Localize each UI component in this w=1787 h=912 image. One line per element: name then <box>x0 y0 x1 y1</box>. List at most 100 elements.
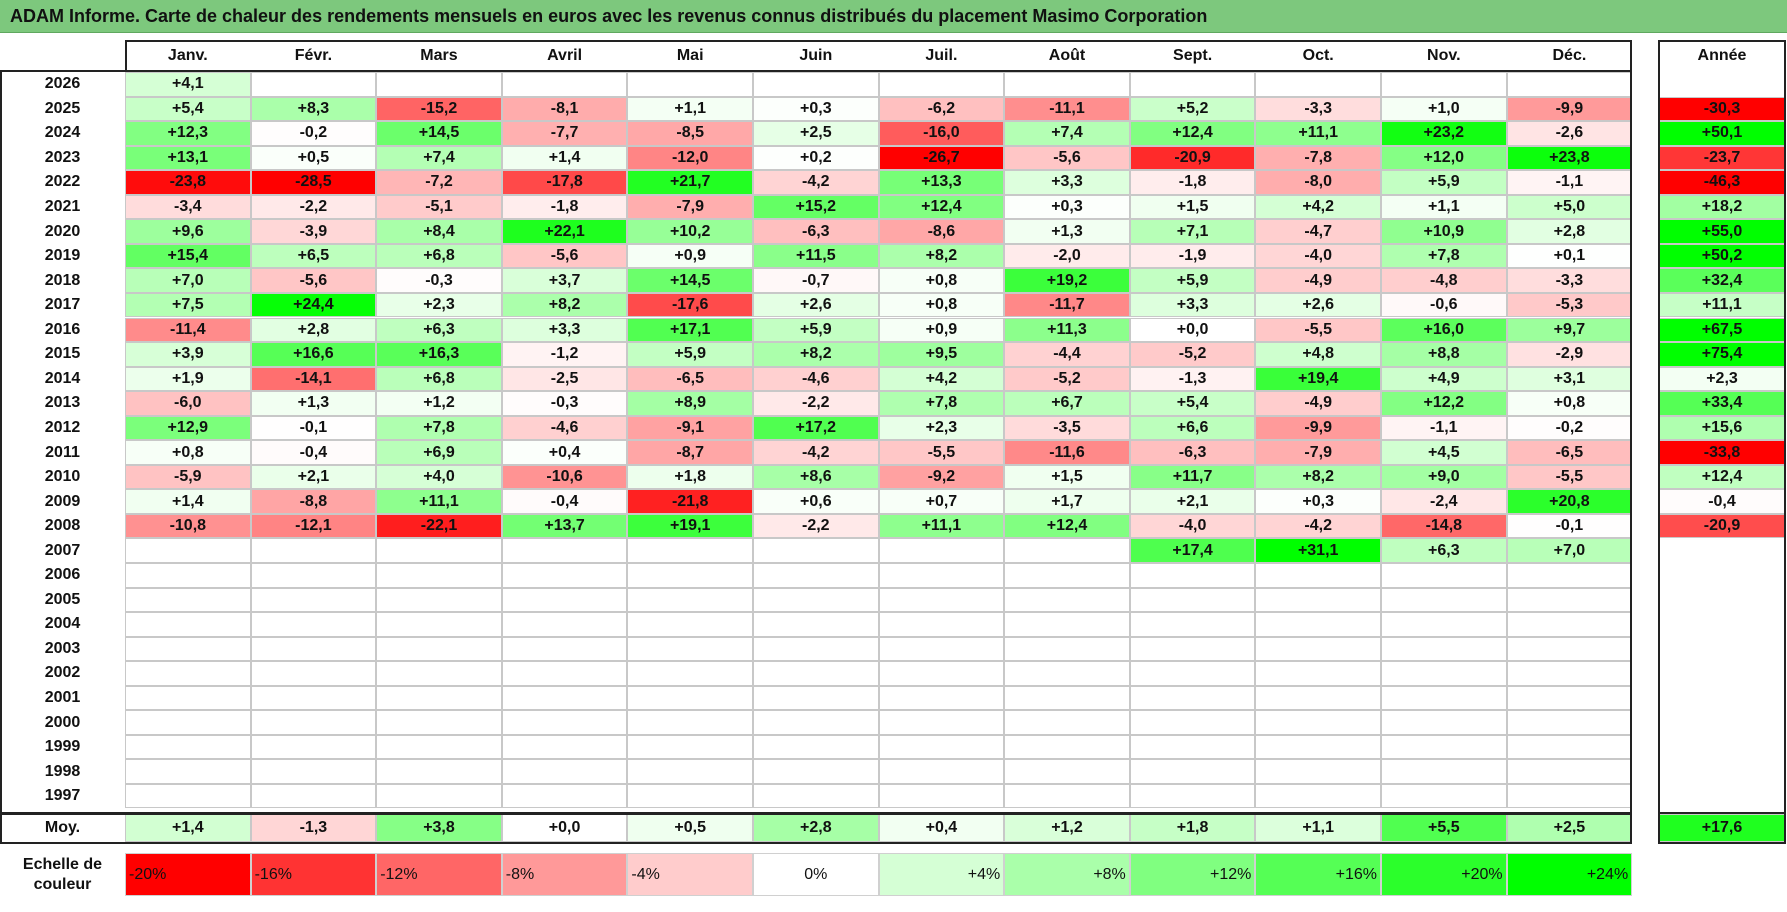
heatmap-cell <box>1506 563 1633 588</box>
heatmap-cell <box>753 734 879 760</box>
heatmap-cell: +0,2 <box>753 145 879 171</box>
heatmap-cell: -5,2 <box>1004 366 1130 392</box>
average-cell: +2,8 <box>753 814 879 842</box>
annual-cell: +55,0 <box>1659 219 1785 244</box>
heatmap-cell: +19,1 <box>627 513 753 539</box>
heatmap-cell <box>1004 734 1130 760</box>
heatmap-cell <box>501 710 628 735</box>
heatmap-cell <box>1381 685 1507 711</box>
heatmap-cell: +7,0 <box>1506 538 1633 563</box>
heatmap-cell: +1,1 <box>1381 194 1507 220</box>
annual-cell: +15,6 <box>1659 415 1785 441</box>
annual-cell: -33,8 <box>1659 440 1785 465</box>
heatmap-cell: -20,9 <box>1129 145 1256 171</box>
month-header: Sept. <box>1173 46 1213 64</box>
heatmap-cell <box>501 538 628 563</box>
average-cell: +0,5 <box>627 814 753 842</box>
heatmap-cell: +5,0 <box>1506 194 1633 220</box>
heatmap-cell: +0,0 <box>1129 317 1256 343</box>
heatmap-cell <box>376 783 502 809</box>
heatmap-cell: -7,2 <box>376 170 502 195</box>
heatmap-cell: -14,8 <box>1381 513 1507 539</box>
title-bar: ADAM Informe. Carte de chaleur des rende… <box>0 0 1787 33</box>
heatmap-cell: +12,2 <box>1381 391 1507 416</box>
heatmap-cell: +6,9 <box>376 440 502 465</box>
heatmap-cell: -12,1 <box>250 513 377 539</box>
year-label: 2019 <box>44 247 81 265</box>
year-label: 2017 <box>44 296 81 314</box>
heatmap-cell <box>627 587 753 613</box>
heatmap-cell <box>753 538 879 563</box>
heatmap-cell: -11,6 <box>1004 440 1130 465</box>
scale-swatch: +24% <box>1506 853 1633 896</box>
annual-cell <box>1659 612 1785 637</box>
heatmap-cell <box>250 587 377 613</box>
heatmap-cell <box>1381 612 1507 637</box>
heatmap-cell <box>501 587 628 613</box>
heatmap-cell: +4,8 <box>1255 342 1381 367</box>
heatmap-cell: +4,2 <box>878 366 1005 392</box>
heatmap-cell: -1,1 <box>1381 415 1507 441</box>
heatmap-cell: +2,1 <box>1129 489 1256 514</box>
heatmap-cell: +7,4 <box>1004 121 1130 146</box>
heatmap-cell <box>1004 538 1130 563</box>
annual-cell <box>1659 734 1785 760</box>
heatmap-cell: -8,6 <box>878 219 1005 244</box>
heatmap-cell: -6,0 <box>125 391 251 416</box>
heatmap-cell <box>250 661 377 686</box>
scale-swatch: +12% <box>1129 853 1256 896</box>
heatmap-cell: -6,3 <box>753 219 879 244</box>
heatmap-cell <box>376 636 502 662</box>
heatmap-cell <box>753 710 879 735</box>
heatmap-cell: +3,3 <box>1129 292 1256 318</box>
heatmap-cell: +7,5 <box>125 292 251 318</box>
heatmap-cell <box>878 685 1005 711</box>
heatmap-cell: -4,9 <box>1255 391 1381 416</box>
heatmap-cell: +5,4 <box>125 96 251 122</box>
heatmap-cell: +4,5 <box>1381 440 1507 465</box>
month-header: Oct. <box>1302 46 1334 64</box>
average-cell: +1,2 <box>1004 814 1130 842</box>
heatmap-cell: +7,8 <box>1381 243 1507 269</box>
heatmap-cell <box>1255 734 1381 760</box>
heatmap-cell: -0,2 <box>250 121 377 146</box>
heatmap-cell <box>125 710 251 735</box>
annual-cell <box>1659 759 1785 784</box>
heatmap-cell <box>1381 72 1507 97</box>
heatmap-cell: -4,2 <box>753 440 879 465</box>
year-label: 2021 <box>44 198 81 216</box>
heatmap-cell: +1,3 <box>1004 219 1130 244</box>
year-label: 2000 <box>44 713 81 731</box>
heatmap-cell: +7,4 <box>376 145 502 171</box>
heatmap-cell <box>125 685 251 711</box>
heatmap-cell <box>878 563 1005 588</box>
month-header: Juil. <box>925 46 958 64</box>
month-header: Avril <box>547 46 583 64</box>
heatmap-cell: -9,9 <box>1506 96 1633 122</box>
year-label: 2018 <box>44 271 81 289</box>
heatmap-cell <box>627 759 753 784</box>
heatmap-cell <box>250 72 377 97</box>
heatmap-cell <box>125 587 251 613</box>
heatmap-cell: -2,2 <box>753 391 879 416</box>
heatmap-cell: +7,8 <box>376 415 502 441</box>
heatmap-cell <box>878 759 1005 784</box>
heatmap-cell: +0,3 <box>753 96 879 122</box>
average-cell: +0,4 <box>878 814 1005 842</box>
heatmap-cell: +15,2 <box>753 194 879 220</box>
heatmap-cell <box>1255 587 1381 613</box>
heatmap-cell <box>1004 661 1130 686</box>
annual-cell <box>1659 636 1785 662</box>
scale-swatch: -8% <box>501 853 628 896</box>
heatmap-cell: -11,7 <box>1004 292 1130 318</box>
heatmap-cell <box>627 612 753 637</box>
heatmap-cell <box>878 72 1005 97</box>
heatmap-cell: -9,9 <box>1255 415 1381 441</box>
heatmap-cell: +11,1 <box>1255 121 1381 146</box>
heatmap-cell: -2,5 <box>501 366 628 392</box>
heatmap-cell: +6,3 <box>376 317 502 343</box>
heatmap-cell <box>878 612 1005 637</box>
heatmap-cell <box>878 587 1005 613</box>
heatmap-cell: -3,9 <box>250 219 377 244</box>
heatmap-cell <box>1506 612 1633 637</box>
